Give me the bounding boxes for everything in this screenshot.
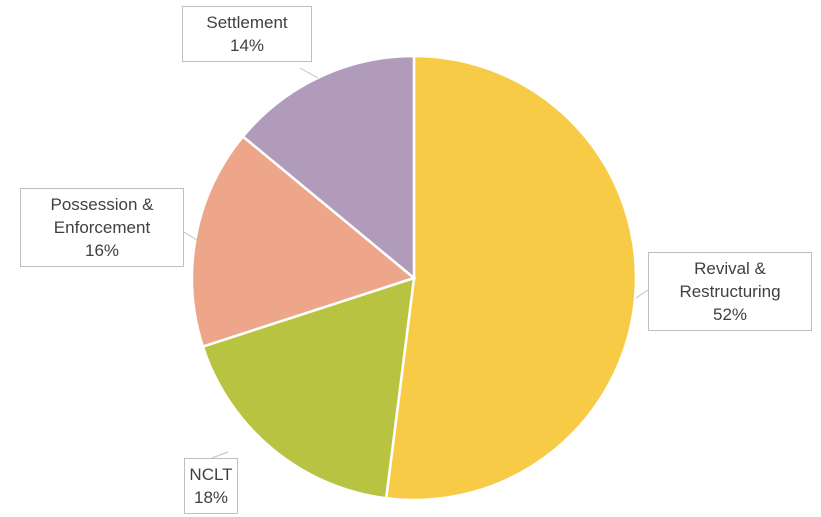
data-label: NCLT 18% [184,458,238,514]
data-label: Settlement 14% [182,6,312,62]
pie-slice [241,54,416,281]
pie-slice [384,54,638,502]
label-value: 52% [712,305,748,324]
label-name: Revival & Restructuring [679,259,781,301]
label-name: NCLT [189,465,233,484]
label-value: 18% [193,488,229,507]
leader-line [299,67,319,79]
label-name: Settlement [206,13,288,32]
label-value: 16% [84,241,120,260]
pie-slice [201,276,416,500]
label-value: 14% [229,36,265,55]
data-label: Possession & Enforcement 16% [20,188,184,267]
leader-line [635,289,649,299]
leader-line [183,231,198,241]
leader-line [211,451,229,459]
data-label: Revival & Restructuring 52% [648,252,812,331]
pie-slice [190,134,417,349]
label-name: Possession & Enforcement [50,195,154,237]
